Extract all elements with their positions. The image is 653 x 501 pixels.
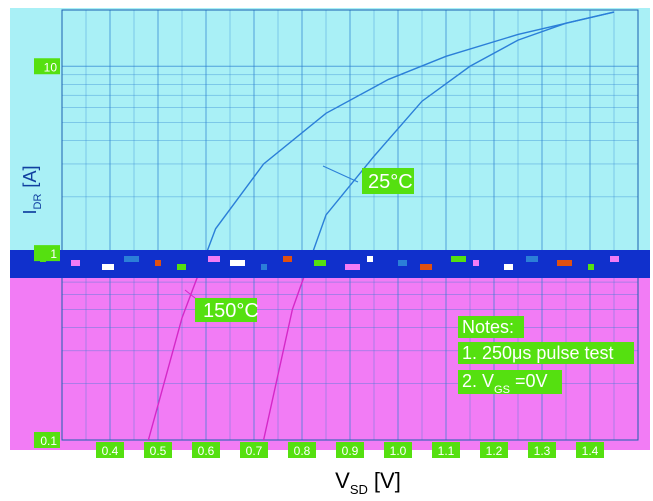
band-mark — [345, 264, 360, 270]
band-mark — [177, 264, 186, 270]
notes-title: Notes: — [462, 317, 514, 337]
series-line-150c-lower — [147, 278, 198, 441]
y-tick-bg — [34, 58, 60, 75]
annotation-arrow-25c — [322, 165, 359, 183]
x-tick-label: 0.8 — [294, 444, 311, 458]
note-2: 2. VGS =0V — [462, 371, 547, 396]
x-tick-bg — [288, 442, 316, 458]
x-tick-label: 0.5 — [150, 444, 167, 458]
x-tick-bg — [336, 442, 364, 458]
x-tick-label: 0.9 — [342, 444, 359, 458]
band-mark — [398, 260, 407, 266]
annotation-bg-25c — [362, 168, 414, 194]
x-tick-label: 0.4 — [102, 444, 119, 458]
top-plot-panel — [10, 8, 650, 250]
notes-title-bg — [458, 316, 524, 338]
band-mark — [526, 256, 538, 262]
band-mark — [102, 264, 114, 270]
band-mark — [588, 264, 594, 270]
annotation-25c: 25°C — [368, 171, 413, 193]
y-tick-label: 10 — [44, 60, 58, 74]
x-tick-bg — [96, 442, 124, 458]
band-marks — [40, 256, 619, 270]
y-axis-label: IDR[A] — [20, 166, 44, 215]
x-tick-bg — [576, 442, 604, 458]
x-tick-bg — [432, 442, 460, 458]
x-tick-label: 1.4 — [582, 444, 599, 458]
x-axis-label: VSD [V] — [335, 468, 401, 497]
band-mark — [557, 260, 572, 266]
band-mark — [420, 264, 432, 270]
band-mark — [261, 264, 267, 270]
band-mark — [367, 256, 373, 262]
band-mark — [71, 260, 80, 266]
x-tick-label: 1.1 — [438, 444, 455, 458]
series-line-150c — [206, 11, 615, 250]
y-tick-bg — [34, 245, 60, 262]
band-mark — [155, 260, 161, 266]
series-line-25c — [312, 11, 615, 250]
x-tick-label: 0.7 — [246, 444, 263, 458]
x-tick-bg — [528, 442, 556, 458]
band-mark — [314, 260, 326, 266]
note-2-bg — [458, 370, 562, 394]
svg-text:IDR[A]: IDR[A] — [20, 166, 44, 215]
x-tick-bg — [240, 442, 268, 458]
y-tick-label: 1 — [50, 247, 57, 261]
band-mark — [124, 256, 139, 262]
x-tick-label: 1.2 — [486, 444, 503, 458]
y-tick-label: 0.1 — [40, 434, 57, 448]
color-band — [10, 250, 650, 278]
band-mark — [504, 264, 513, 270]
band-mark — [230, 260, 245, 266]
x-tick-label: 0.6 — [198, 444, 215, 458]
x-tick-bg — [480, 442, 508, 458]
x-tick-label: 1.3 — [534, 444, 551, 458]
band-mark — [610, 256, 619, 262]
band-mark — [451, 256, 466, 262]
annotation-150c: 150°C — [203, 300, 259, 322]
x-tick-bg — [144, 442, 172, 458]
x-tick-label: 1.0 — [390, 444, 407, 458]
note-1-bg — [458, 342, 634, 364]
annotation-bg-150c — [195, 298, 257, 322]
band-mark — [473, 260, 479, 266]
series-layer — [147, 11, 615, 441]
plot-border — [61, 9, 639, 441]
x-tick-bg — [192, 442, 220, 458]
y-tick-bg — [34, 432, 60, 448]
note-1: 1. 250μs pulse test — [462, 343, 613, 363]
band-mark — [208, 256, 220, 262]
tick-labels: 0.4 0.5 0.6 0.7 0.8 0.9 1.0 1.1 1.2 1.3 1.4 0.1 1 10 — [34, 58, 604, 458]
band-mark — [283, 256, 292, 262]
x-tick-bg — [384, 442, 412, 458]
